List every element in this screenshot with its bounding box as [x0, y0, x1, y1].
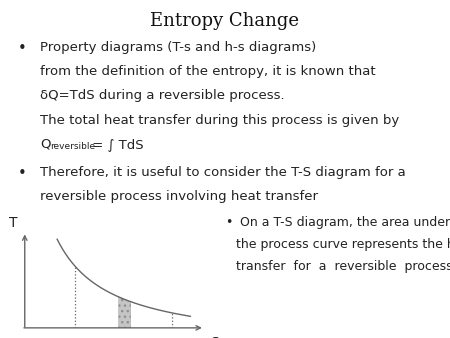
- Text: reversible: reversible: [50, 142, 95, 151]
- Text: •: •: [225, 216, 232, 229]
- Text: Therefore, it is useful to consider the T-S diagram for a: Therefore, it is useful to consider the …: [40, 166, 406, 178]
- Text: The total heat transfer during this process is given by: The total heat transfer during this proc…: [40, 114, 400, 126]
- Text: Entropy Change: Entropy Change: [150, 12, 300, 30]
- Text: transfer  for  a  reversible  process: transfer for a reversible process: [236, 260, 450, 273]
- Text: from the definition of the entropy, it is known that: from the definition of the entropy, it i…: [40, 65, 376, 78]
- Text: T: T: [9, 216, 18, 230]
- Text: Q: Q: [40, 138, 51, 151]
- Text: •: •: [18, 166, 27, 180]
- Text: δQ=TdS during a reversible process.: δQ=TdS during a reversible process.: [40, 89, 285, 102]
- Text: = ∫ TdS: = ∫ TdS: [88, 138, 144, 151]
- Text: On a T-S diagram, the area under: On a T-S diagram, the area under: [236, 216, 450, 229]
- Text: the process curve represents the heat: the process curve represents the heat: [236, 238, 450, 251]
- Text: S: S: [210, 336, 219, 338]
- Text: reversible process involving heat transfer: reversible process involving heat transf…: [40, 190, 319, 203]
- Text: Property diagrams (T-s and h-s diagrams): Property diagrams (T-s and h-s diagrams): [40, 41, 317, 53]
- Text: •: •: [18, 41, 27, 55]
